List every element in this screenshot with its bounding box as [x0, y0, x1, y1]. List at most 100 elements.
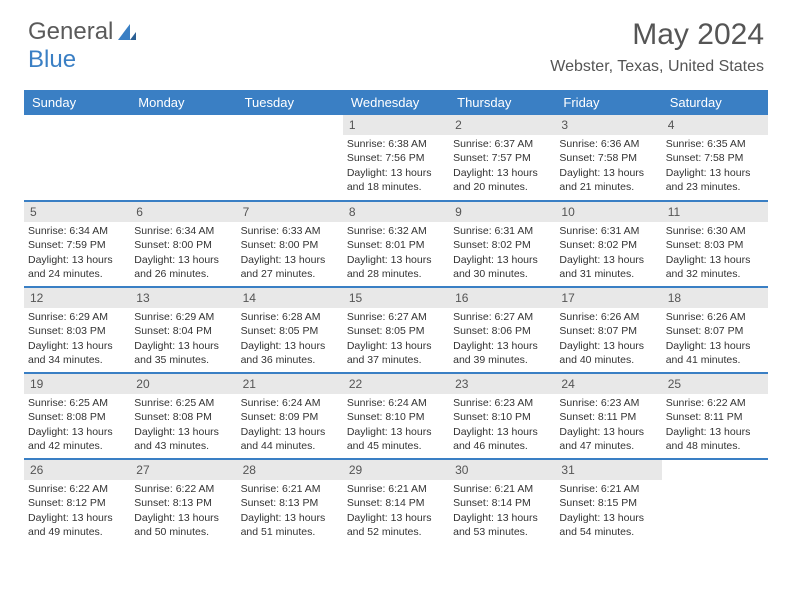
- sunset-line: Sunset: 8:01 PM: [347, 238, 445, 252]
- weekday-header: Saturday: [662, 90, 768, 115]
- day-details: Sunrise: 6:25 AMSunset: 8:08 PMDaylight:…: [130, 394, 236, 457]
- day-details: Sunrise: 6:23 AMSunset: 8:10 PMDaylight:…: [449, 394, 555, 457]
- daylight-line: Daylight: 13 hours and 36 minutes.: [241, 339, 339, 367]
- daylight-line: Daylight: 13 hours and 42 minutes.: [28, 425, 126, 453]
- daylight-line: Daylight: 13 hours and 47 minutes.: [559, 425, 657, 453]
- logo-text-blue: Blue: [28, 46, 76, 74]
- day-details: Sunrise: 6:24 AMSunset: 8:10 PMDaylight:…: [343, 394, 449, 457]
- day-details: Sunrise: 6:26 AMSunset: 8:07 PMDaylight:…: [555, 308, 661, 371]
- sunset-line: Sunset: 8:09 PM: [241, 410, 339, 424]
- calendar-day-cell: 4Sunrise: 6:35 AMSunset: 7:58 PMDaylight…: [662, 115, 768, 201]
- day-details: Sunrise: 6:31 AMSunset: 8:02 PMDaylight:…: [449, 222, 555, 285]
- sunset-line: Sunset: 8:13 PM: [134, 496, 232, 510]
- sunset-line: Sunset: 8:11 PM: [666, 410, 764, 424]
- day-details: Sunrise: 6:38 AMSunset: 7:56 PMDaylight:…: [343, 135, 449, 198]
- daylight-line: Daylight: 13 hours and 52 minutes.: [347, 511, 445, 539]
- day-details: Sunrise: 6:34 AMSunset: 7:59 PMDaylight:…: [24, 222, 130, 285]
- day-details: Sunrise: 6:25 AMSunset: 8:08 PMDaylight:…: [24, 394, 130, 457]
- daylight-line: Daylight: 13 hours and 27 minutes.: [241, 253, 339, 281]
- day-number: 20: [130, 374, 236, 394]
- calendar-day-cell: 27Sunrise: 6:22 AMSunset: 8:13 PMDayligh…: [130, 459, 236, 545]
- sunrise-line: Sunrise: 6:22 AM: [134, 482, 232, 496]
- day-number: 13: [130, 288, 236, 308]
- calendar-day-cell: 22Sunrise: 6:24 AMSunset: 8:10 PMDayligh…: [343, 373, 449, 459]
- location-text: Webster, Texas, United States: [550, 58, 764, 76]
- sunrise-line: Sunrise: 6:36 AM: [559, 137, 657, 151]
- day-number: 18: [662, 288, 768, 308]
- daylight-line: Daylight: 13 hours and 24 minutes.: [28, 253, 126, 281]
- daylight-line: Daylight: 13 hours and 18 minutes.: [347, 166, 445, 194]
- calendar-week-row: 1Sunrise: 6:38 AMSunset: 7:56 PMDaylight…: [24, 115, 768, 201]
- day-number: 11: [662, 202, 768, 222]
- calendar-empty-cell: [24, 115, 130, 201]
- sunrise-line: Sunrise: 6:22 AM: [28, 482, 126, 496]
- day-details: Sunrise: 6:34 AMSunset: 8:00 PMDaylight:…: [130, 222, 236, 285]
- sunset-line: Sunset: 8:12 PM: [28, 496, 126, 510]
- daylight-line: Daylight: 13 hours and 46 minutes.: [453, 425, 551, 453]
- sunrise-line: Sunrise: 6:21 AM: [559, 482, 657, 496]
- day-number: 5: [24, 202, 130, 222]
- sunrise-line: Sunrise: 6:34 AM: [28, 224, 126, 238]
- day-number: 30: [449, 460, 555, 480]
- day-number: 31: [555, 460, 661, 480]
- day-details: Sunrise: 6:36 AMSunset: 7:58 PMDaylight:…: [555, 135, 661, 198]
- day-details: Sunrise: 6:35 AMSunset: 7:58 PMDaylight:…: [662, 135, 768, 198]
- calendar-day-cell: 2Sunrise: 6:37 AMSunset: 7:57 PMDaylight…: [449, 115, 555, 201]
- day-details: Sunrise: 6:31 AMSunset: 8:02 PMDaylight:…: [555, 222, 661, 285]
- calendar-day-cell: 16Sunrise: 6:27 AMSunset: 8:06 PMDayligh…: [449, 287, 555, 373]
- sunset-line: Sunset: 8:14 PM: [347, 496, 445, 510]
- calendar-day-cell: 20Sunrise: 6:25 AMSunset: 8:08 PMDayligh…: [130, 373, 236, 459]
- sunset-line: Sunset: 8:07 PM: [559, 324, 657, 338]
- sunset-line: Sunset: 8:03 PM: [28, 324, 126, 338]
- sunrise-line: Sunrise: 6:26 AM: [559, 310, 657, 324]
- sunset-line: Sunset: 8:02 PM: [453, 238, 551, 252]
- daylight-line: Daylight: 13 hours and 40 minutes.: [559, 339, 657, 367]
- day-number: 17: [555, 288, 661, 308]
- calendar-day-cell: 14Sunrise: 6:28 AMSunset: 8:05 PMDayligh…: [237, 287, 343, 373]
- day-details: Sunrise: 6:21 AMSunset: 8:13 PMDaylight:…: [237, 480, 343, 543]
- sunrise-line: Sunrise: 6:31 AM: [453, 224, 551, 238]
- sunrise-line: Sunrise: 6:23 AM: [559, 396, 657, 410]
- sunset-line: Sunset: 8:13 PM: [241, 496, 339, 510]
- daylight-line: Daylight: 13 hours and 28 minutes.: [347, 253, 445, 281]
- day-details: Sunrise: 6:32 AMSunset: 8:01 PMDaylight:…: [343, 222, 449, 285]
- calendar-day-cell: 31Sunrise: 6:21 AMSunset: 8:15 PMDayligh…: [555, 459, 661, 545]
- month-title: May 2024: [550, 18, 764, 52]
- sunrise-line: Sunrise: 6:34 AM: [134, 224, 232, 238]
- calendar-day-cell: 25Sunrise: 6:22 AMSunset: 8:11 PMDayligh…: [662, 373, 768, 459]
- calendar-table: Sunday Monday Tuesday Wednesday Thursday…: [24, 90, 768, 545]
- calendar-day-cell: 13Sunrise: 6:29 AMSunset: 8:04 PMDayligh…: [130, 287, 236, 373]
- sunset-line: Sunset: 7:58 PM: [666, 151, 764, 165]
- sunrise-line: Sunrise: 6:21 AM: [347, 482, 445, 496]
- day-number: 12: [24, 288, 130, 308]
- daylight-line: Daylight: 13 hours and 50 minutes.: [134, 511, 232, 539]
- calendar-empty-cell: [130, 115, 236, 201]
- sunset-line: Sunset: 8:14 PM: [453, 496, 551, 510]
- daylight-line: Daylight: 13 hours and 54 minutes.: [559, 511, 657, 539]
- calendar-week-row: 19Sunrise: 6:25 AMSunset: 8:08 PMDayligh…: [24, 373, 768, 459]
- sunrise-line: Sunrise: 6:24 AM: [347, 396, 445, 410]
- daylight-line: Daylight: 13 hours and 26 minutes.: [134, 253, 232, 281]
- daylight-line: Daylight: 13 hours and 48 minutes.: [666, 425, 764, 453]
- sunrise-line: Sunrise: 6:30 AM: [666, 224, 764, 238]
- day-number: 16: [449, 288, 555, 308]
- calendar-day-cell: 12Sunrise: 6:29 AMSunset: 8:03 PMDayligh…: [24, 287, 130, 373]
- day-details: Sunrise: 6:21 AMSunset: 8:14 PMDaylight:…: [343, 480, 449, 543]
- page-header: General May 2024 Webster, Texas, United …: [0, 0, 792, 80]
- sunset-line: Sunset: 7:59 PM: [28, 238, 126, 252]
- daylight-line: Daylight: 13 hours and 32 minutes.: [666, 253, 764, 281]
- day-number: 25: [662, 374, 768, 394]
- sunrise-line: Sunrise: 6:32 AM: [347, 224, 445, 238]
- day-details: Sunrise: 6:22 AMSunset: 8:11 PMDaylight:…: [662, 394, 768, 457]
- sunrise-line: Sunrise: 6:28 AM: [241, 310, 339, 324]
- weekday-header: Thursday: [449, 90, 555, 115]
- daylight-line: Daylight: 13 hours and 51 minutes.: [241, 511, 339, 539]
- daylight-line: Daylight: 13 hours and 43 minutes.: [134, 425, 232, 453]
- day-number: 8: [343, 202, 449, 222]
- day-number: 22: [343, 374, 449, 394]
- calendar-day-cell: 30Sunrise: 6:21 AMSunset: 8:14 PMDayligh…: [449, 459, 555, 545]
- sunset-line: Sunset: 7:56 PM: [347, 151, 445, 165]
- daylight-line: Daylight: 13 hours and 49 minutes.: [28, 511, 126, 539]
- sunrise-line: Sunrise: 6:35 AM: [666, 137, 764, 151]
- sunset-line: Sunset: 7:57 PM: [453, 151, 551, 165]
